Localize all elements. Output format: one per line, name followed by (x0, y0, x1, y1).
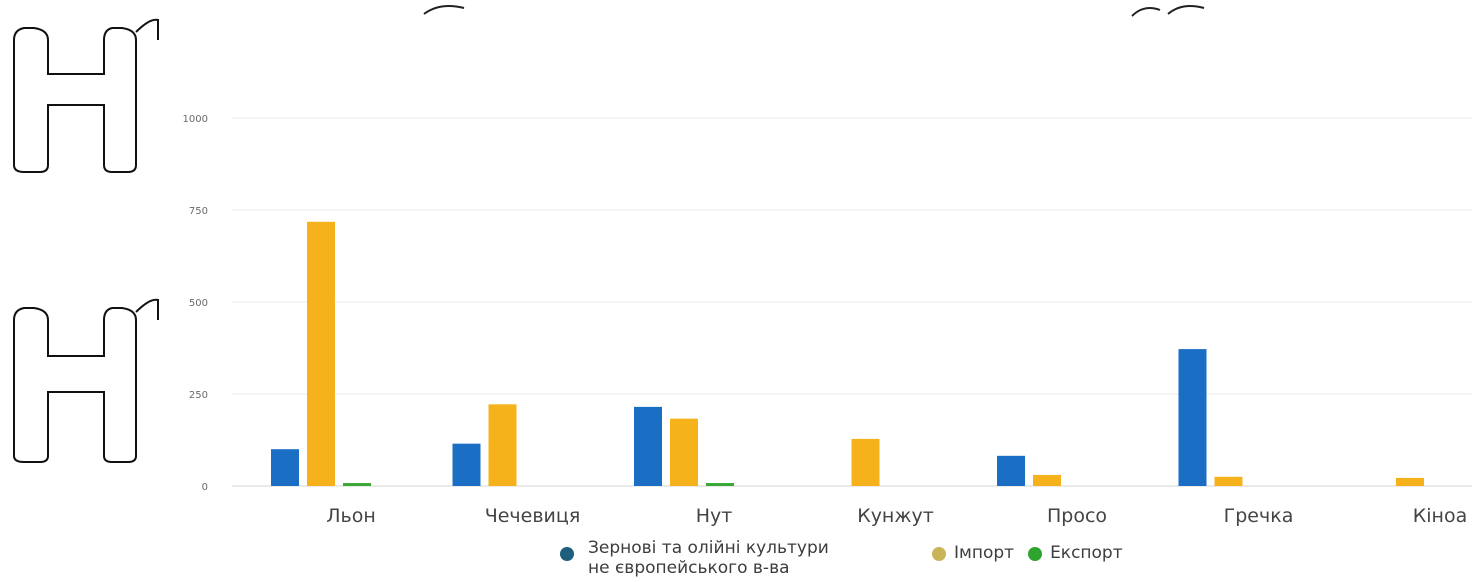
bar (1396, 477, 1424, 486)
y-tick-label: 250 (189, 390, 208, 401)
legend-item-series-1[interactable]: Зернові та олійні культури не європейськ… (560, 538, 858, 578)
y-tick-label: 1000 (183, 114, 208, 125)
x-tick-label: Кунжут (857, 505, 934, 527)
x-tick-label: Нут (696, 505, 733, 527)
corner-glyph-icon (13, 18, 159, 173)
y-axis: 0 250 500 750 1000 (183, 114, 208, 493)
bar (488, 404, 517, 486)
bars (271, 221, 1424, 486)
bar (706, 483, 734, 486)
legend-label: Експорт (1050, 543, 1123, 563)
bar-chart: 0 250 500 750 1000 Льон Чечевиця Нут Кунжут Прос… (183, 114, 1472, 527)
y-tick-label: 500 (189, 298, 208, 309)
x-tick-label: Чечевиця (485, 505, 581, 527)
bar (1214, 476, 1243, 486)
bar (634, 406, 662, 486)
bar (271, 449, 299, 486)
bar (851, 438, 880, 486)
bar (307, 221, 335, 486)
bar (1033, 474, 1061, 486)
legend-label-line: не європейського в-ва (588, 558, 790, 578)
legend-label-line: Зернові та олійні культури (588, 538, 829, 558)
legend-label: Зернові та олійні культури не європейськ… (588, 538, 858, 578)
legend: Зернові та олійні культури не європейськ… (560, 538, 1145, 578)
top-arc-icon (423, 5, 465, 15)
x-axis: Льон Чечевиця Нут Кунжут Просо Гречка Кіноа (326, 505, 1467, 527)
bar (1178, 349, 1207, 486)
y-tick-label: 0 (202, 482, 208, 493)
x-tick-label: Кіноа (1413, 505, 1467, 527)
bar (452, 443, 481, 486)
legend-marker-icon (932, 547, 946, 561)
y-tick-label: 750 (189, 206, 208, 217)
x-tick-label: Гречка (1224, 505, 1294, 527)
legend-marker-icon (1028, 547, 1043, 561)
x-tick-label: Просо (1047, 505, 1107, 527)
bar (670, 418, 698, 486)
legend-item-import[interactable]: Імпорт (932, 538, 1014, 563)
legend-item-export[interactable]: Експорт (1028, 538, 1123, 563)
grid-lines (232, 117, 1472, 487)
corner-glyph-icon (13, 298, 159, 463)
bar (997, 455, 1025, 486)
legend-label: Імпорт (954, 543, 1015, 563)
legend-marker-icon (560, 547, 574, 561)
bar (343, 483, 371, 486)
top-arc-icon (1131, 5, 1205, 17)
x-tick-label: Льон (326, 505, 376, 527)
